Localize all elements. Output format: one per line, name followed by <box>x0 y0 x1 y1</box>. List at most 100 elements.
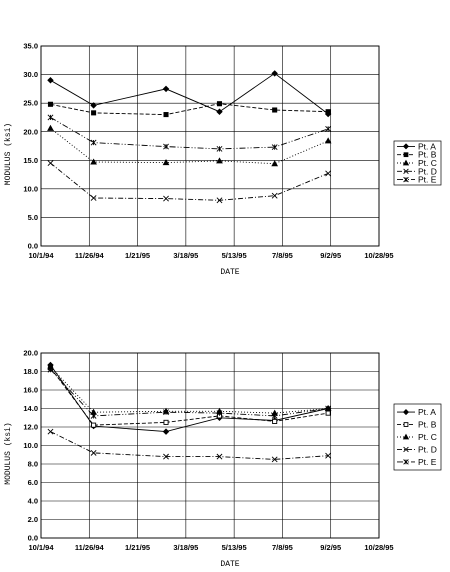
data-point <box>272 418 278 424</box>
data-point <box>163 112 169 118</box>
series-line <box>50 127 329 165</box>
legend-label: Pt. A <box>418 141 436 151</box>
y-tick-label: 25.0 <box>23 99 38 108</box>
series-line <box>50 431 329 460</box>
legend-label: Pt. E <box>418 457 437 467</box>
legend-box <box>393 140 442 186</box>
data-point <box>90 158 97 165</box>
data-point <box>325 109 331 115</box>
data-point <box>47 428 54 435</box>
y-tick-label: 5.0 <box>28 213 38 222</box>
data-point <box>162 428 170 435</box>
data-point <box>90 449 97 456</box>
data-point <box>47 101 54 107</box>
series-ptb <box>47 101 331 118</box>
chart-bottom: 0.0 2.0 4.0 6.0 8.0 10.0 12.0 14.0 16.0 18.0 20.0 1… <box>4 349 442 569</box>
x-tick-label: 10/28/95 <box>364 543 393 552</box>
y-tick-label: 4.0 <box>28 497 38 506</box>
x-tick-label: 10/28/95 <box>364 251 393 260</box>
data-point <box>90 412 97 419</box>
data-point <box>91 422 97 428</box>
legend: Pt. APt. BPt. CPt. DPt. E <box>393 140 442 186</box>
y-tick-label: 16.0 <box>23 386 38 395</box>
data-point <box>325 170 332 177</box>
series-line <box>50 117 329 150</box>
series-line <box>50 364 329 433</box>
data-point <box>271 456 278 463</box>
y-tick-label: 12.0 <box>23 423 38 432</box>
data-point <box>272 107 278 113</box>
data-point <box>90 102 97 109</box>
x-tick-label: 10/1/94 <box>28 251 54 260</box>
x-tick-label: 5/13/95 <box>222 543 247 552</box>
legend-label: Pt. E <box>418 175 437 185</box>
y-tick-label: 20.0 <box>23 349 38 358</box>
data-point <box>216 108 223 115</box>
data-point <box>163 409 169 416</box>
legend-label: Pt. A <box>418 407 436 417</box>
y-axis-label: MODULUS (ksi) <box>4 123 13 185</box>
data-point <box>162 159 170 166</box>
series-line <box>50 103 329 116</box>
series-pte <box>47 114 332 152</box>
series-line <box>50 162 329 201</box>
data-point <box>271 412 278 419</box>
legend-box <box>393 403 442 471</box>
data-point <box>216 101 223 107</box>
data-point <box>90 139 97 146</box>
data-point <box>216 410 223 417</box>
data-point <box>162 85 170 93</box>
y-tick-label: 18.0 <box>23 367 38 376</box>
x-tick-label: 7/8/95 <box>272 251 293 260</box>
y-tick-label: 0.0 <box>28 242 38 251</box>
data-point <box>90 195 97 201</box>
series-line <box>50 369 329 417</box>
data-point <box>47 124 54 131</box>
legend-marker <box>403 176 409 183</box>
data-point <box>163 419 169 425</box>
data-point <box>216 145 223 152</box>
data-point <box>163 143 169 150</box>
x-tick-label: 10/1/94 <box>28 543 54 552</box>
data-point <box>271 160 279 167</box>
series-ptd <box>47 160 332 204</box>
x-tick-label: 3/18/95 <box>173 543 198 552</box>
data-point <box>271 144 278 151</box>
data-point <box>47 160 54 167</box>
data-point <box>47 366 54 373</box>
x-tick-label: 11/26/94 <box>75 543 105 552</box>
legend: Pt. APt. BPt. CPt. DPt. E <box>393 403 442 471</box>
y-tick-label: 14.0 <box>23 404 38 413</box>
y-tick-label: 2.0 <box>28 515 38 524</box>
data-point <box>91 110 97 116</box>
x-tick-label: 9/2/95 <box>320 251 341 260</box>
series-ptb <box>47 365 331 428</box>
data-point <box>325 125 332 132</box>
legend-marker <box>402 409 410 416</box>
legend-label: Pt. D <box>418 166 437 176</box>
series-pte <box>47 366 332 419</box>
legend-marker <box>403 152 409 158</box>
series-line <box>50 367 329 426</box>
y-tick-label: 30.0 <box>23 70 38 79</box>
x-axis-label: DATE <box>220 268 239 277</box>
data-point <box>325 410 331 416</box>
legend-marker <box>403 422 409 427</box>
legend-label: Pt. C <box>418 432 437 442</box>
y-tick-label: 6.0 <box>28 478 38 487</box>
data-point <box>324 137 332 144</box>
y-tick-label: 20.0 <box>23 127 38 136</box>
legend-label: Pt. D <box>418 444 437 454</box>
y-tick-label: 15.0 <box>23 156 38 165</box>
y-tick-label: 35.0 <box>23 42 38 51</box>
data-point <box>271 192 278 199</box>
y-tick-label: 10.0 <box>23 184 38 193</box>
plot-area <box>40 352 380 539</box>
series-ptc <box>47 124 332 167</box>
legend-marker <box>402 159 410 166</box>
data-point <box>271 70 278 77</box>
data-point <box>216 157 223 164</box>
legend-marker <box>402 433 410 440</box>
x-tick-label: 9/2/95 <box>320 543 341 552</box>
y-tick-label: 0.0 <box>28 534 38 543</box>
